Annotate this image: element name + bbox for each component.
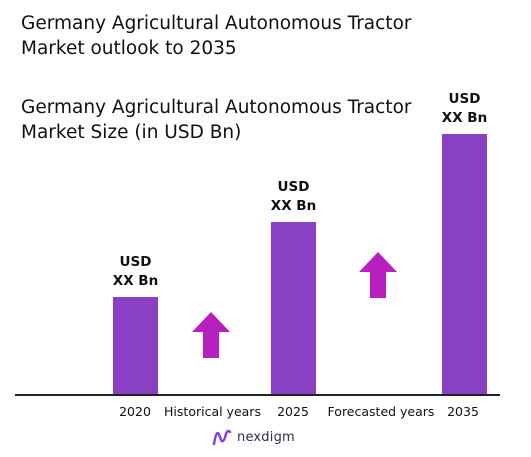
data-label-value: XX Bn <box>441 110 488 126</box>
data-label-value: XX Bn <box>270 197 317 214</box>
forecasted-years-label: Forecasted years <box>327 404 435 419</box>
data-label-currency: USD <box>277 178 310 195</box>
nexdigm-logo-icon <box>212 429 232 446</box>
x-tick-2025: 2025 <box>277 404 309 419</box>
brand-name: nexdigm <box>237 429 295 445</box>
data-label-currency: USD <box>448 91 481 107</box>
data-label-2025: USD XX Bn <box>249 178 339 216</box>
chart-title: Germany Agricultural Autonomous Tractor … <box>21 13 412 59</box>
data-label-2020: USD XX Bn <box>91 253 181 291</box>
brand-logo: nexdigm <box>212 428 295 446</box>
up-arrow-icon <box>359 252 397 298</box>
x-tick-2035: 2035 <box>447 404 479 419</box>
chart-subtitle: Germany Agricultural Autonomous Tractor … <box>21 97 412 143</box>
x-tick-2020: 2020 <box>119 404 151 419</box>
x-axis-line <box>15 394 500 396</box>
bar-2025 <box>271 221 316 394</box>
data-label-2035: USD XX Bn <box>420 90 510 128</box>
bar-2020 <box>113 296 158 394</box>
bar-2035 <box>442 134 487 394</box>
data-label-value: XX Bn <box>112 272 159 289</box>
data-label-currency: USD <box>119 253 152 270</box>
up-arrow-icon <box>192 312 230 358</box>
historical-years-label: Historical years <box>164 404 261 419</box>
